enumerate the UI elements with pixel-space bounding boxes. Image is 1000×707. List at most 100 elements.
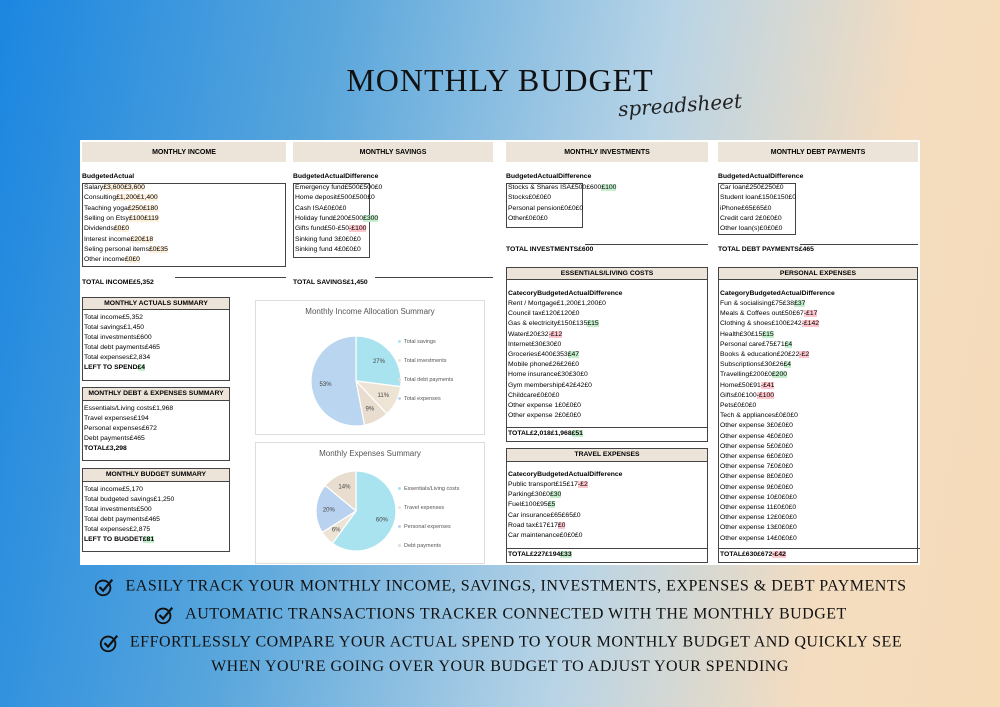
savings-row: Sinking fund 4£0£0£0 [295,246,493,256]
feature-line-2: AUTOMATIC TRANSACTIONS TRACKER CONNECTED… [0,604,1000,626]
essentials-category: Mobile phone [508,361,549,369]
savings-category: Sinking fund 3 [295,235,339,243]
personal-category: Other expense 9 [720,483,771,491]
savings-difference: £0 [353,235,361,243]
legend-swatch [398,544,401,548]
essentials-row: Council tax£120£120£0 [508,310,708,320]
budget_summary-value: £81 [142,536,155,543]
personal-row: Gifts£0£100-£100 [720,391,918,402]
legend-swatch [398,359,401,363]
personal-total-difference: -£42 [772,551,786,558]
essentials-row: Other expense 2£0£0£0 [508,412,708,422]
personal-difference: £0 [785,422,793,430]
travel-category: Parking [508,491,532,499]
personal-row: Other expense 14£0£0£0 [720,535,918,545]
debt-actual: £150 [773,194,789,202]
pie-slice-label: 53% [320,382,333,388]
personal-category: Gifts [720,391,734,399]
travel-difference: -£2 [577,481,588,488]
col-category: Catecory [508,290,538,297]
personal-budgeted: £50 [738,381,750,389]
essentials-difference: £0 [584,381,592,389]
investments-col-headers: BudgetedActualDifference [506,173,708,183]
col-budgeted: Budgeted [293,173,325,180]
personal-budgeted: £0 [733,402,742,409]
budget_summary-value: £2,875 [129,526,151,533]
personal-category: Pets [720,402,734,409]
essentials-difference: £0 [571,361,580,369]
income-actual: £119 [144,214,159,222]
col-budgeted: Budgeted [537,471,569,478]
legend-entry: Total savings [398,339,436,345]
budget_summary-value: £465 [144,516,160,523]
personal-row: Other expense 5£0£0£0 [720,443,918,453]
essentials-budgeted: £0 [536,391,545,399]
savings-category: Emergency fund [295,184,345,191]
col-actual: Actual [568,471,590,478]
personal-actual: £0 [782,412,791,420]
essentials-budgeted: £26 [548,361,561,369]
personal-budgeted: £30 [760,361,773,369]
personal-budgeted: £100 [771,320,787,328]
feature-text-4: WHEN YOU'RE GOING OVER YOUR BUDGET TO AD… [211,658,789,675]
budget_summary-label: LEFT TO BUGDET [84,536,143,543]
essentials-actual: £0 [544,391,552,399]
personal-budgeted: £0 [770,483,778,491]
essentials-budgeted: £30 [531,340,543,348]
debt-budgeted: £0 [758,214,767,222]
essentials-actual: £30 [568,371,581,379]
col-budgeted: Budgeted [749,290,781,297]
travel-total-difference: £33 [560,551,572,558]
essentials-budgeted: £30 [557,371,569,379]
chart-title: Monthly Expenses Summary [319,449,421,458]
savings-difference: -£100 [349,225,367,233]
personal-actual: £91 [749,381,761,389]
personal-category: Subscriptions [720,361,761,369]
savings-budgeted: £50 [324,225,336,233]
travel-budgeted: £100 [521,501,537,509]
col-budgeted: Budgeted [82,173,114,180]
personal-difference: -£2 [799,351,810,358]
actuals_summary-row: Total debt payments£465 [84,344,228,354]
debt-total-row: TOTAL DEBT PAYMENTS£465 [718,246,918,256]
actuals_summary-row: Total expenses£2,834 [84,354,228,364]
essentials-row: Water£20£32-£12 [508,330,708,341]
income-actual: £180 [142,204,159,212]
travel-row: Road tax£17£17£0 [508,521,708,532]
personal-row: Other expense 8£0£0£0 [720,473,918,483]
personal-category: Other expense 13 [720,524,775,532]
income-actual: £1,400 [136,194,158,202]
debt_expenses_summary-row: Personal expenses£672 [84,425,228,435]
travel-total-row: TOTAL£227£194£33 [508,551,708,561]
debt_expenses_summary-value: £672 [141,425,157,432]
pie-svg: 60% 6% 20% 14% [315,470,397,552]
essentials-category: Other expense 1 [508,402,559,409]
personal-budgeted: £75 [761,340,774,348]
legend-label: Essentials/Living costs [404,486,460,492]
legend-label: Travel expenses [404,505,445,511]
travel-budgeted: £17 [535,521,547,529]
col-category: Catecory [508,471,538,478]
savings-row: Cash ISA£0£0£0 [295,205,493,215]
personal-category: Other expense 4 [720,432,771,440]
debt_expenses_summary-row: Essentials/Living costs£1,968 [84,405,228,415]
essentials-category: Water [508,330,526,338]
personal-col-headers: CategoryBudgetedActualDifference [720,290,918,300]
income-budgeted: £100 [128,214,145,222]
debt-actual: £0 [767,225,775,233]
legend-entry: Total expenses [398,396,441,402]
feature-line-1: EASILY TRACK YOUR MONTHLY INCOME, SAVING… [0,576,1000,598]
personal-total-label: TOTAL [720,551,743,558]
income-total-value: £5,352 [132,279,154,286]
savings-budgeted: £0 [338,235,346,243]
pie-svg: 27% 11% 9% 53% [310,335,402,427]
savings-category: Gifts fund [295,225,325,233]
debt-difference: £0 [763,204,772,212]
personal-actual: £0 [764,371,772,379]
savings-actual: £0 [345,235,354,243]
personal-difference: £4 [783,361,792,369]
savings-budgeted: £500 [336,194,353,202]
essentials-budgeted: £400 [537,351,553,358]
travel-actual: £95 [536,501,548,509]
col-difference: Difference [801,290,835,297]
